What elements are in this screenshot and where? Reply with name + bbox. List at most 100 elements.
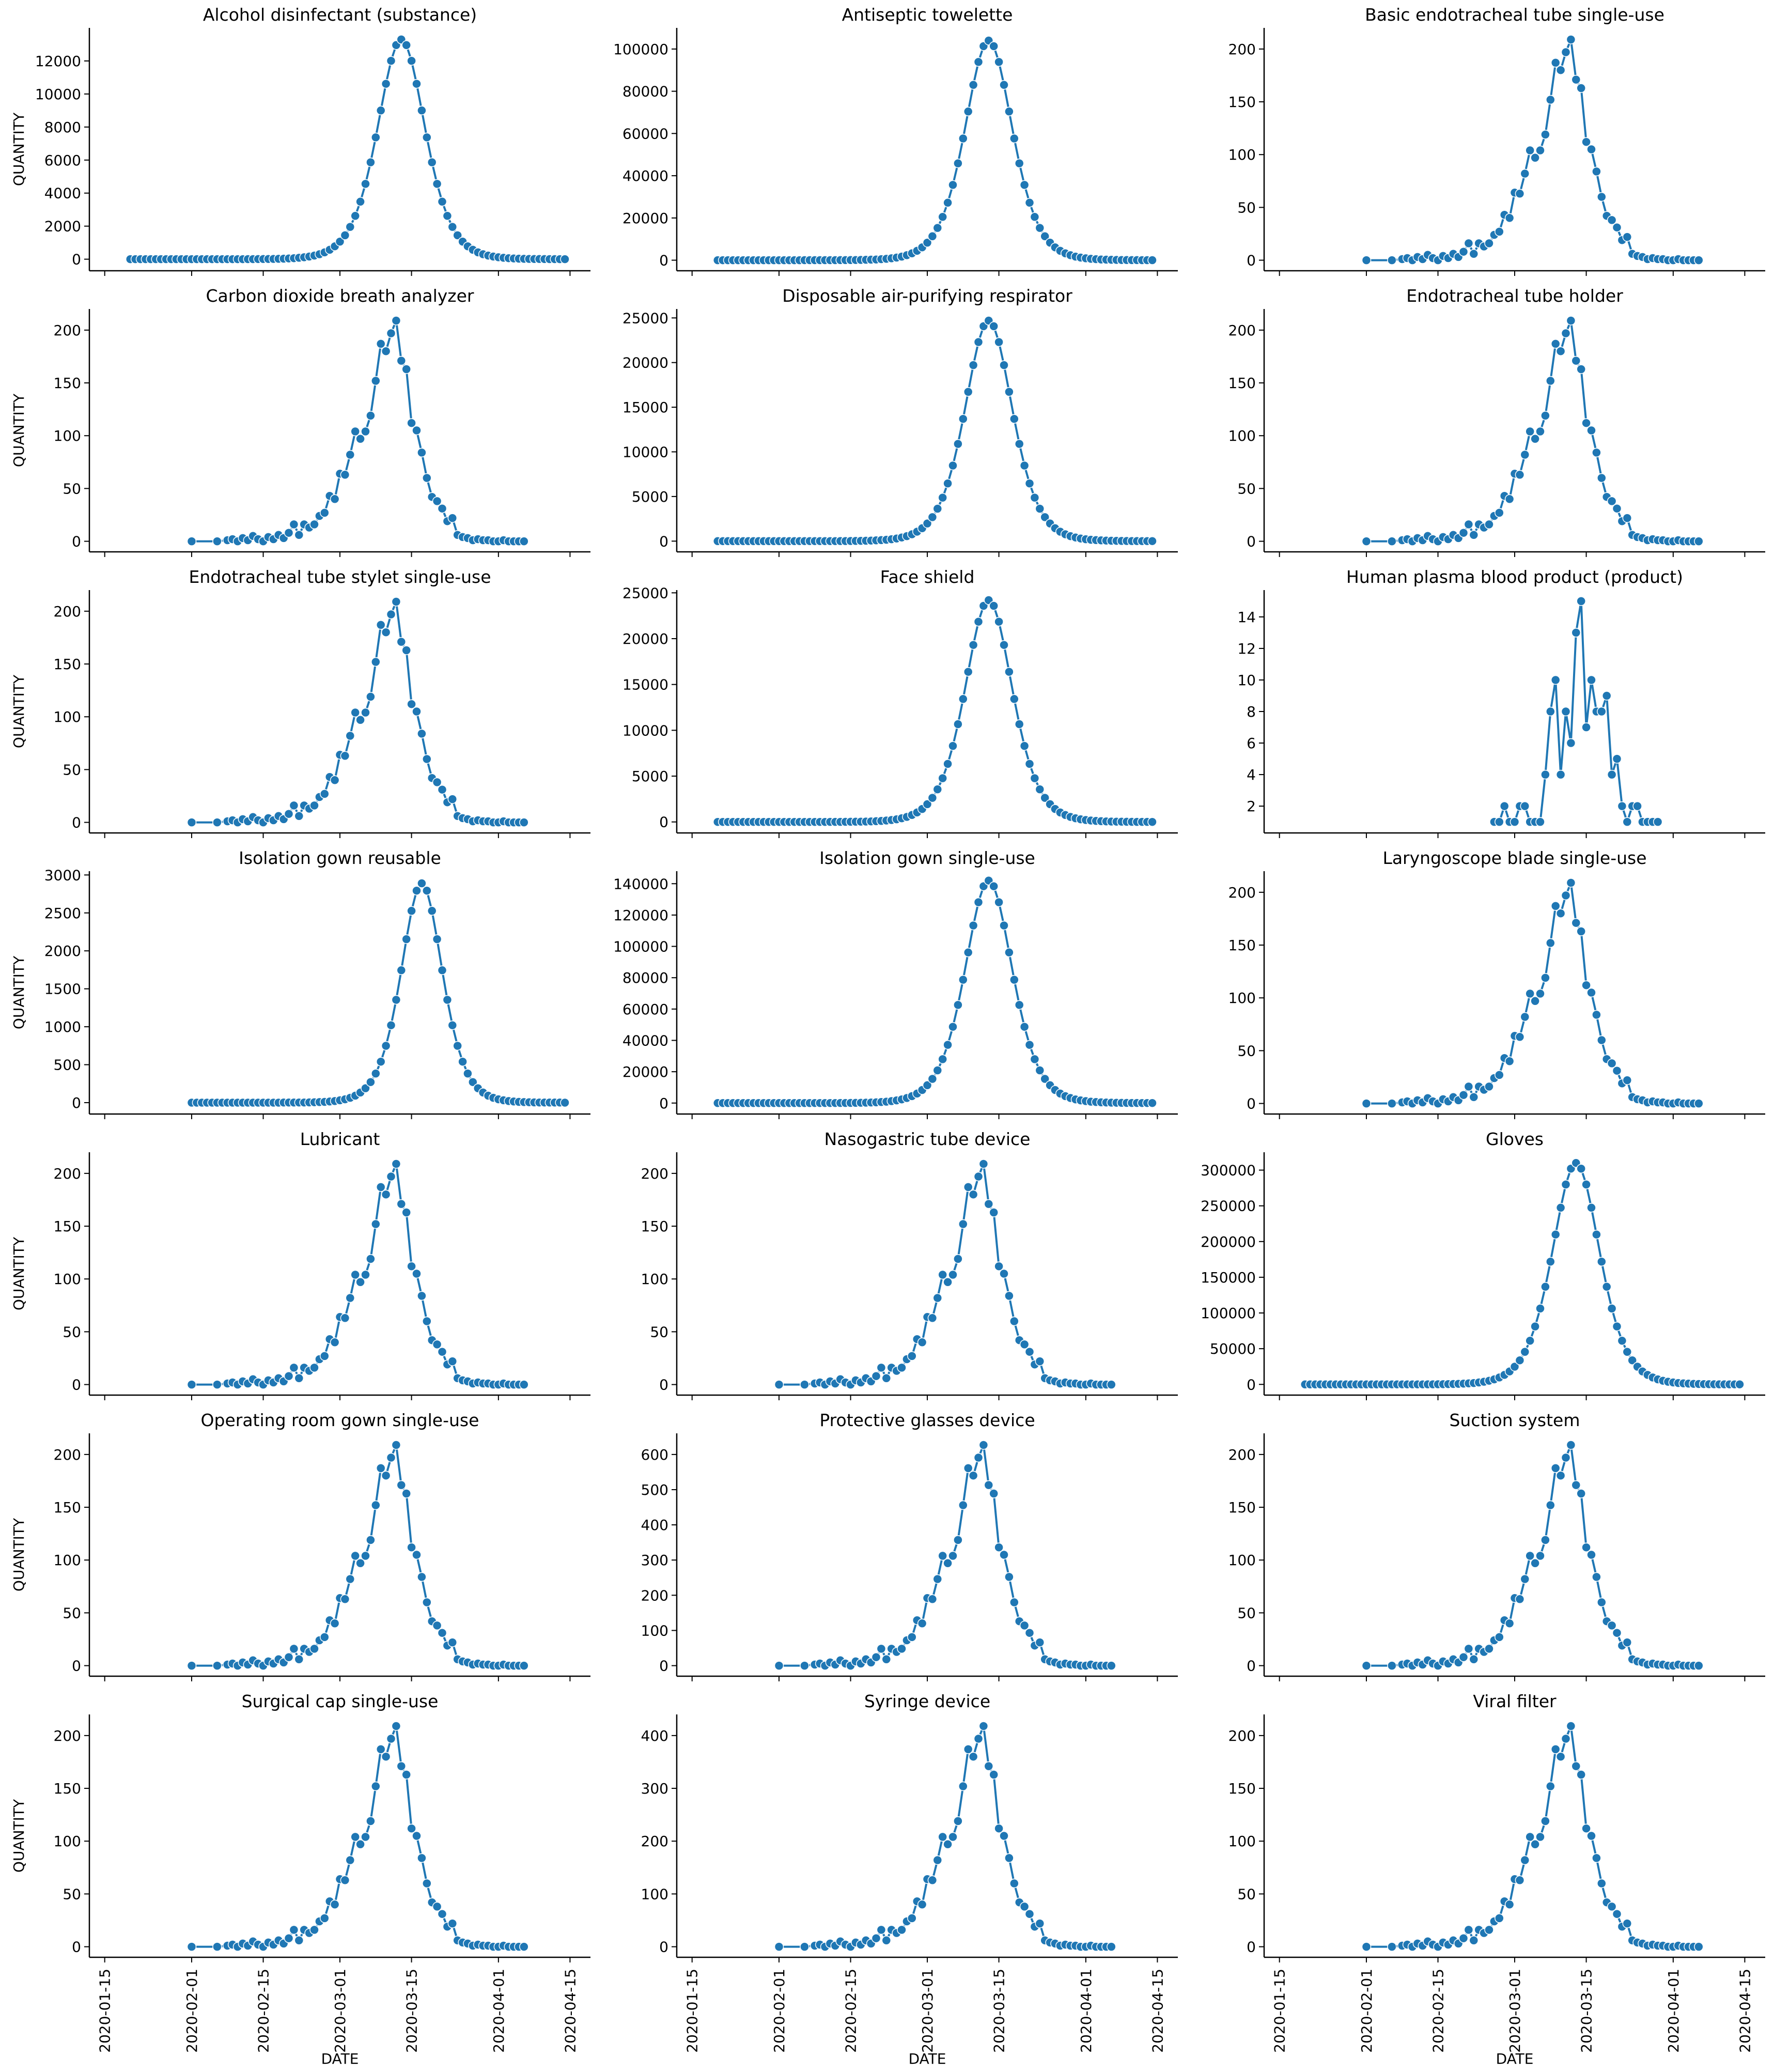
data-point — [1019, 1620, 1030, 1631]
data-point — [1592, 1853, 1601, 1863]
data-point — [422, 754, 432, 764]
data-point — [1601, 691, 1612, 701]
x-tick-label: 2020-04-15 — [562, 1969, 579, 2053]
data-point — [1612, 503, 1622, 514]
y-tick-label: 6000 — [44, 152, 81, 169]
data-point — [1566, 1721, 1576, 1731]
data-point — [1561, 47, 1571, 57]
data-point — [1571, 1480, 1581, 1490]
data-point — [458, 1057, 468, 1066]
data-point — [294, 1373, 304, 1383]
data-point — [519, 536, 529, 546]
subplot-6: Endotracheal tube holder 0 50 100 150 200 — [1228, 286, 1765, 557]
x-axis-label: DATE — [909, 2050, 946, 2067]
subplot-title: Alcohol disinfectant (substance) — [203, 5, 477, 25]
data-point — [897, 1644, 907, 1654]
data-point — [407, 1261, 416, 1271]
data-point — [973, 337, 984, 347]
x-tick-label: 2020-03-15 — [403, 1969, 421, 2053]
data-point — [381, 1041, 391, 1051]
data-point — [1546, 938, 1555, 948]
y-tick-label: 150 — [1228, 375, 1256, 392]
data-point — [1566, 35, 1576, 44]
data-point — [1030, 773, 1040, 783]
data-point — [1004, 667, 1014, 677]
data-point — [345, 450, 355, 460]
data-point — [999, 1831, 1009, 1841]
data-point — [1576, 1770, 1586, 1780]
data-point — [1561, 1734, 1571, 1744]
data-point — [361, 1270, 370, 1280]
subplot-title: Lubricant — [300, 1129, 380, 1149]
data-point — [1495, 1913, 1504, 1923]
data-point — [1540, 973, 1550, 983]
data-point — [989, 41, 999, 51]
data-point — [320, 1913, 330, 1923]
data-point — [1024, 1909, 1035, 1919]
data-point — [345, 1855, 355, 1865]
data-point — [1520, 1347, 1530, 1357]
data-point — [1597, 1035, 1607, 1045]
data-point — [376, 1057, 386, 1066]
data-point — [407, 1542, 416, 1552]
data-point — [927, 1313, 938, 1323]
data-point — [999, 1550, 1009, 1560]
data-point — [1019, 1339, 1030, 1350]
data-point — [437, 1909, 447, 1919]
data-point — [1694, 1661, 1704, 1671]
data-point — [289, 1644, 299, 1654]
y-tick-label: 2000 — [44, 942, 81, 960]
data-point — [1035, 504, 1045, 514]
data-point — [355, 1277, 365, 1287]
y-tick-label: 200 — [1228, 884, 1256, 901]
y-tick-label: 0 — [659, 814, 668, 831]
data-point — [1515, 1875, 1525, 1885]
subplot-title: Protective glasses device — [819, 1410, 1035, 1430]
data-point — [355, 715, 365, 725]
data-point — [1504, 494, 1515, 504]
data-point — [1464, 519, 1474, 530]
data-point — [1592, 1229, 1601, 1240]
data-point — [294, 811, 304, 821]
y-tick-label: 100 — [54, 1833, 81, 1850]
data-point — [1387, 255, 1397, 265]
data-point — [989, 1770, 999, 1780]
data-point — [1014, 439, 1024, 449]
data-point — [1107, 1661, 1116, 1671]
data-point — [1495, 817, 1504, 827]
data-point — [391, 316, 401, 326]
data-point — [1627, 1355, 1637, 1365]
data-point — [938, 212, 947, 222]
data-point — [376, 620, 386, 630]
data-point — [1387, 1942, 1397, 1952]
data-point — [427, 157, 437, 167]
data-point — [1004, 1572, 1014, 1582]
data-point — [376, 1463, 386, 1473]
data-point — [1107, 1380, 1116, 1389]
y-tick-label: 150 — [641, 1218, 668, 1235]
data-point — [519, 817, 529, 827]
data-point — [1612, 222, 1622, 233]
data-point — [309, 1925, 319, 1935]
y-tick-label: 0 — [72, 814, 81, 831]
y-tick-label: 100 — [641, 1885, 668, 1903]
data-point — [417, 1853, 427, 1863]
data-point — [417, 878, 427, 888]
data-point — [320, 508, 330, 518]
data-point — [1597, 1597, 1607, 1607]
data-point — [437, 784, 447, 795]
data-point — [1576, 83, 1586, 93]
subplot-title: Gloves — [1486, 1129, 1544, 1149]
data-point — [1009, 694, 1019, 704]
data-point — [922, 518, 932, 529]
data-point — [943, 1040, 953, 1050]
data-point — [371, 657, 381, 667]
x-tick-label: 2020-01-15 — [1271, 1969, 1288, 2053]
y-tick-label: 150000 — [1201, 1269, 1256, 1286]
y-tick-label: 100000 — [613, 41, 668, 58]
data-point — [289, 1925, 299, 1935]
data-point — [376, 1182, 386, 1192]
subplot-9: Human plasma blood product (product) 2 4 6 8… — [1237, 567, 1765, 838]
y-tick-label: 20000 — [623, 354, 668, 372]
data-point — [989, 601, 999, 611]
